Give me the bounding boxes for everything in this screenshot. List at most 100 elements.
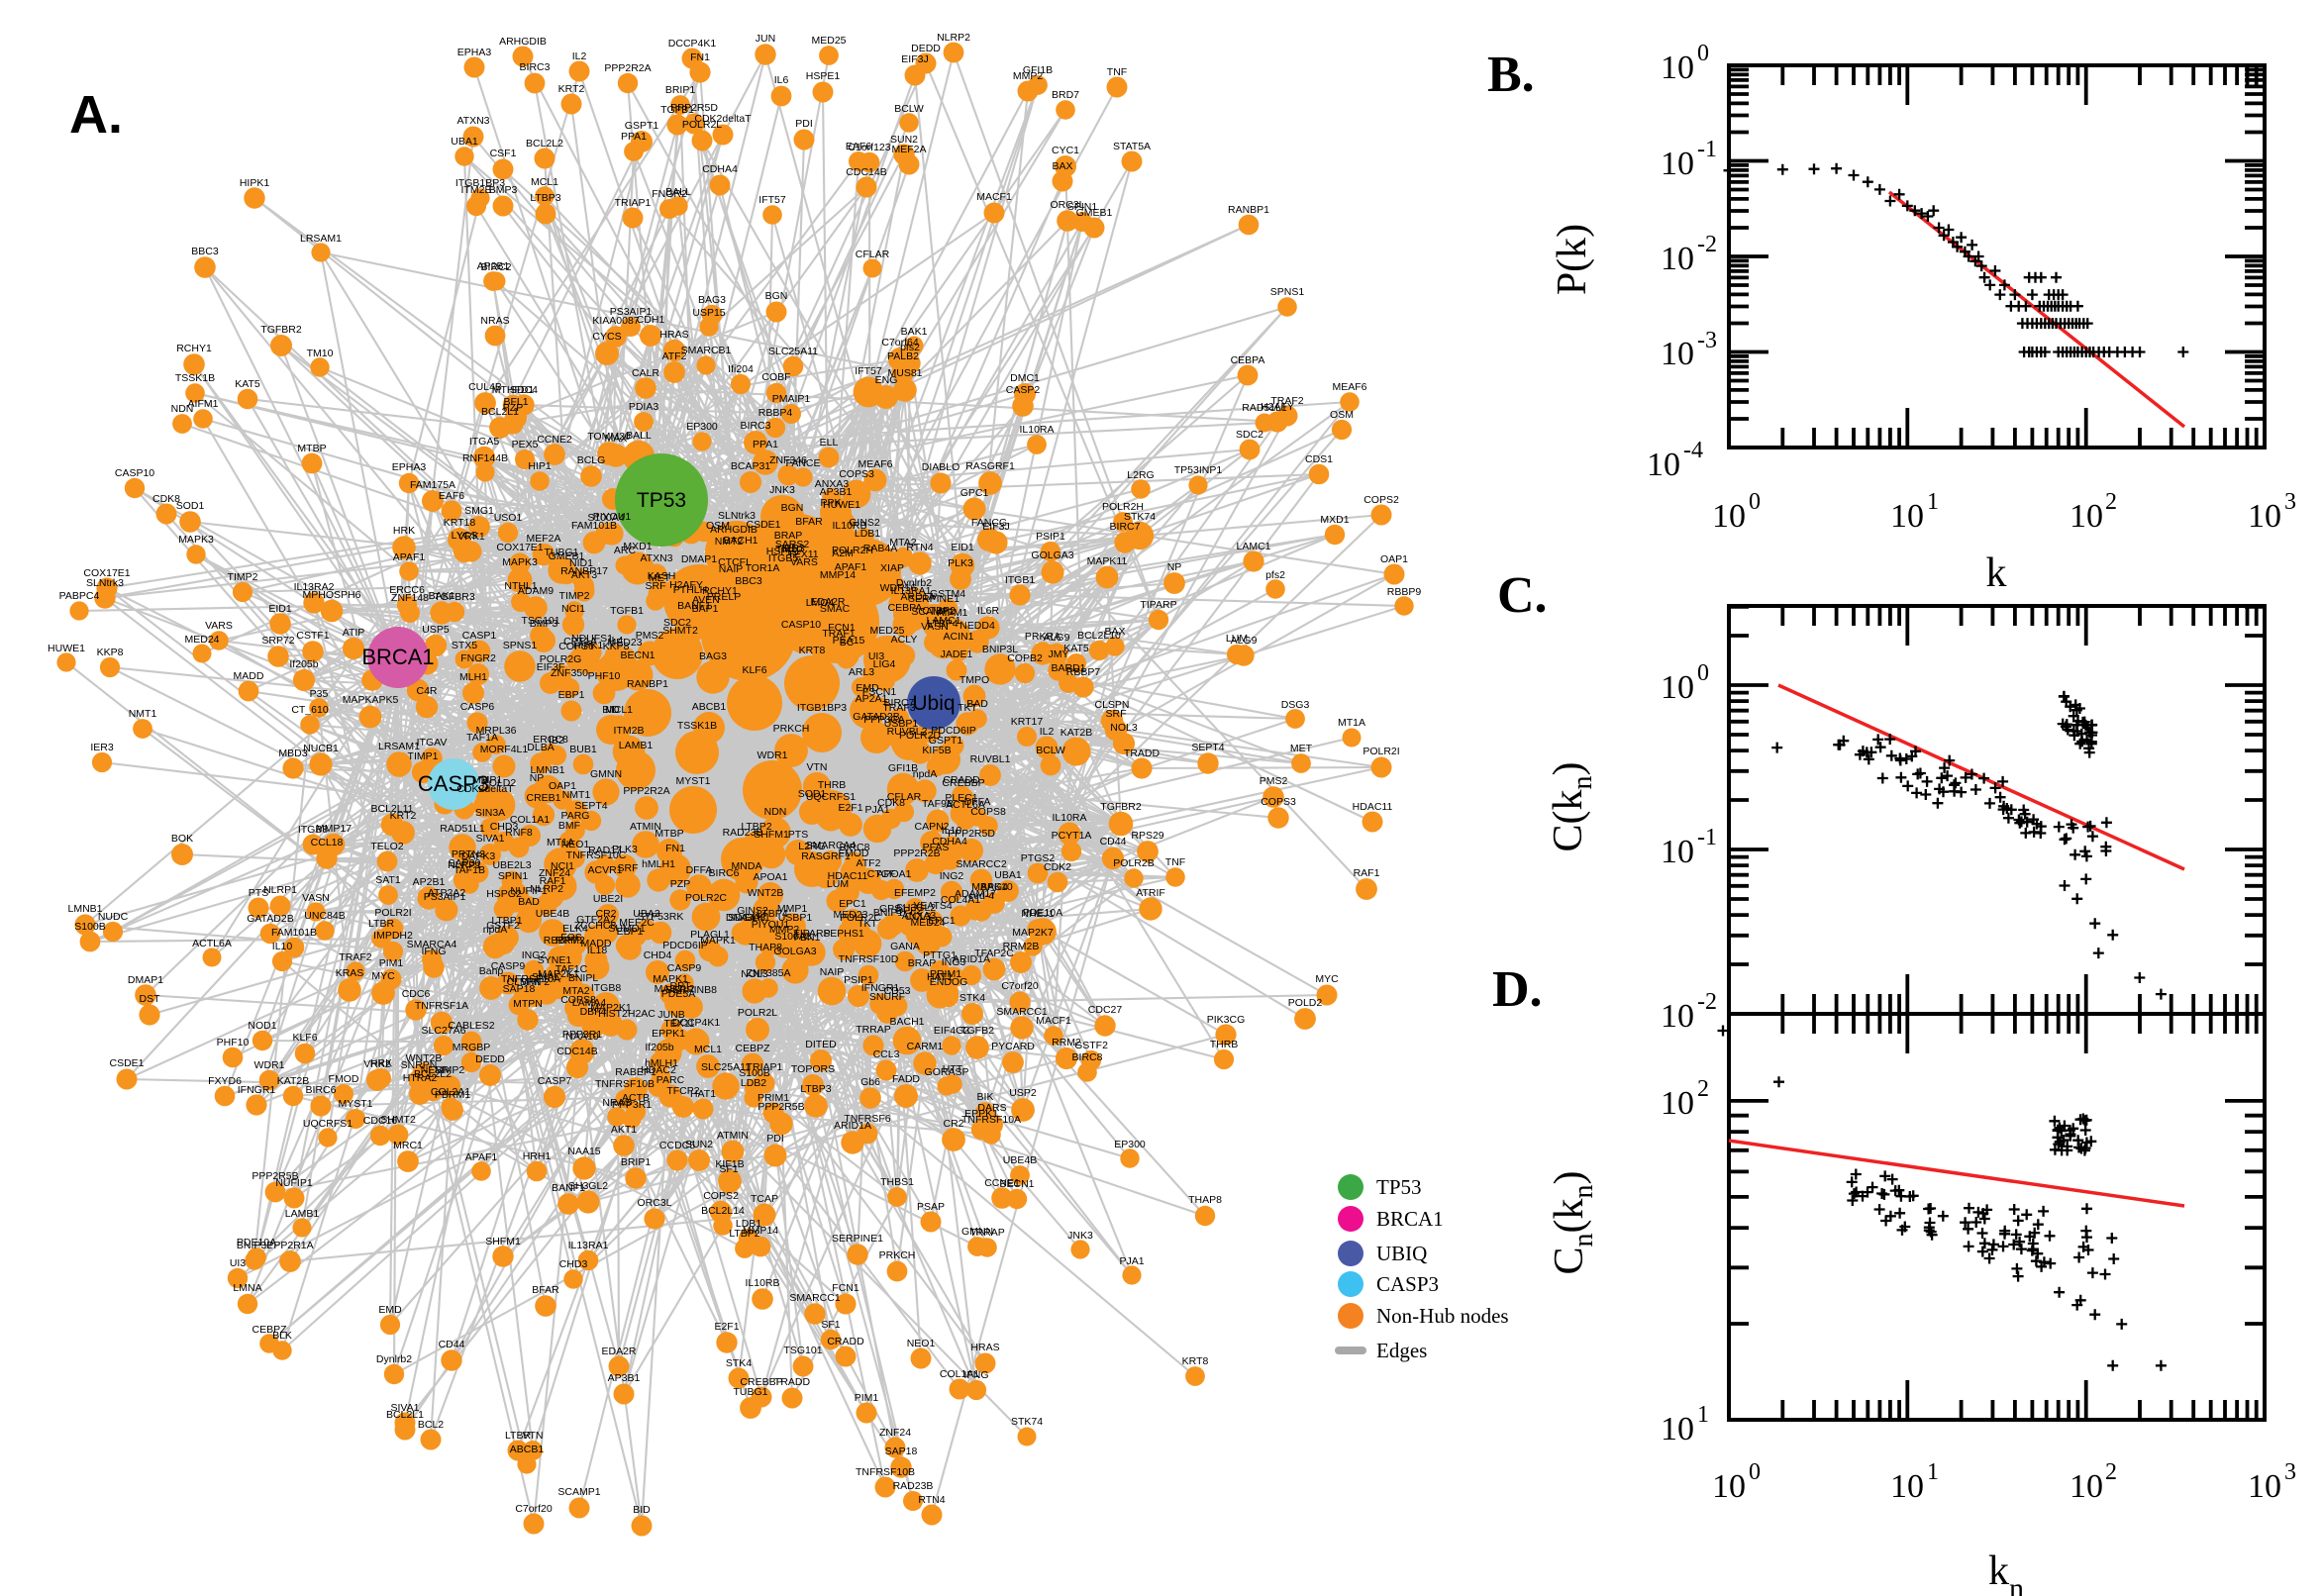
svg-text:FCN1: FCN1 [828,622,856,634]
svg-text:PRKCH: PRKCH [879,1249,916,1261]
svg-text:PDE10A: PDE10A [1023,907,1062,919]
svg-text:DITED: DITED [805,1039,837,1050]
svg-text:NDUFS1: NDUFS1 [571,633,613,645]
svg-text:BALL: BALL [626,430,652,442]
svg-text:NAA15: NAA15 [567,1146,600,1157]
svg-text:MAPK1: MAPK1 [653,973,688,985]
svg-text:NMT1: NMT1 [129,708,157,720]
svg-text:EIF4G2: EIF4G2 [934,1025,969,1037]
svg-text:ACIN1: ACIN1 [944,631,974,643]
svg-text:CDH1: CDH1 [637,314,665,326]
svg-text:XIAP: XIAP [880,562,904,574]
svg-text:BFAR: BFAR [532,1284,559,1296]
svg-text:MED23: MED23 [833,909,867,921]
svg-text:E2F1: E2F1 [838,802,862,814]
svg-text:RBBP9: RBBP9 [1387,586,1422,598]
svg-text:BLK: BLK [272,1330,292,1342]
svg-text:BGN: BGN [781,502,804,514]
svg-text:USP2: USP2 [1009,1087,1037,1099]
svg-text:C7orf20: C7orf20 [1001,980,1039,992]
svg-text:EID1: EID1 [268,603,292,615]
svg-text:C7orf64: C7orf64 [881,337,919,349]
svg-text:GORASP: GORASP [925,1066,969,1078]
svg-text:MXD1: MXD1 [1320,514,1349,526]
svg-text:MAP2K1: MAP2K1 [590,1002,632,1014]
svg-text:LTBP1: LTBP1 [491,915,522,927]
svg-text:TKT: TKT [858,918,877,930]
svg-text:TOPORS: TOPORS [791,1063,835,1075]
svg-text:RNF8: RNF8 [505,827,533,839]
svg-text:CLSPN: CLSPN [506,976,541,988]
svg-text:ATXN3: ATXN3 [640,552,672,564]
svg-text:10: 10 [1647,447,1680,483]
svg-text:KRT18: KRT18 [444,517,476,529]
svg-text:HAT1: HAT1 [690,1088,716,1100]
svg-text:ced-4: ced-4 [968,890,994,902]
svg-text:SMARCA4: SMARCA4 [407,939,457,950]
svg-text:EPPK1: EPPK1 [964,1108,998,1120]
svg-text:NEO1: NEO1 [561,839,590,850]
svg-text:BID: BID [633,1504,651,1516]
svg-text:TEX11: TEX11 [663,1018,694,1030]
svg-text:PMAIP1: PMAIP1 [772,393,811,405]
svg-text:STX5: STX5 [452,640,477,651]
svg-text:BAK1: BAK1 [901,326,928,338]
svg-text:RTN4: RTN4 [906,542,933,553]
svg-text:MEAF6: MEAF6 [858,458,892,470]
svg-text:TNFRSF10B: TNFRSF10B [595,1078,655,1090]
svg-text:ACTL6A: ACTL6A [946,799,985,811]
svg-text:FSCN1: FSCN1 [862,686,897,698]
svg-text:BIRC3: BIRC3 [520,61,551,73]
svg-text:0: 0 [1749,1459,1761,1485]
svg-text:CAPN2: CAPN2 [914,821,949,833]
svg-text:TSG101: TSG101 [783,1345,822,1356]
svg-text:PFAS: PFAS [923,842,950,853]
svg-text:PIM1: PIM1 [379,957,404,969]
svg-text:TGFBR2: TGFBR2 [260,324,302,336]
svg-text:SIVA1: SIVA1 [476,833,505,845]
svg-text:SEPHS1: SEPHS1 [823,928,864,940]
svg-text:MLH1: MLH1 [459,671,487,683]
svg-text:SOD1: SOD1 [798,788,827,800]
svg-text:ZNF24: ZNF24 [539,867,570,879]
svg-text:POLR2I: POLR2I [1363,746,1399,757]
svg-text:HRH1: HRH1 [523,1150,552,1162]
svg-text:LTBP3: LTBP3 [800,1083,831,1095]
svg-text:MMP2: MMP2 [1013,70,1043,82]
svg-text:NMT2: NMT2 [715,536,744,548]
svg-text:ENG: ENG [875,374,898,386]
svg-text:LTBP2: LTBP2 [741,821,771,833]
svg-text:MYC: MYC [1315,973,1339,985]
svg-text:VASN: VASN [921,621,949,633]
svg-text:MEF2A: MEF2A [891,144,926,155]
svg-text:CCDC5: CCDC5 [659,1140,695,1151]
svg-text:AIFM1: AIFM1 [188,398,219,410]
svg-text:PDI: PDI [795,118,813,130]
svg-text:AKT1: AKT1 [611,1124,637,1136]
svg-text:GPC1: GPC1 [960,487,989,499]
svg-text:ACTL6A: ACTL6A [192,938,232,949]
svg-text:HSPG2: HSPG2 [486,888,522,900]
svg-text:PLK3: PLK3 [612,844,638,855]
svg-text:POLR2C: POLR2C [840,912,881,924]
svg-text:RTN4: RTN4 [918,1494,945,1506]
svg-text:hMLH1: hMLH1 [642,858,675,870]
svg-text:TIPARP: TIPARP [1140,599,1176,611]
svg-text:EAF6: EAF6 [439,490,464,502]
svg-text:SHFM1: SHFM1 [485,1236,521,1247]
svg-text:BAG3: BAG3 [698,294,726,306]
svg-text:IL13RA1: IL13RA1 [891,585,932,597]
svg-text:L2RG: L2RG [798,841,825,852]
svg-text:SHMT2: SHMT2 [380,1114,416,1126]
svg-text:IL13RA1: IL13RA1 [568,1240,609,1251]
svg-text:RAD23B: RAD23B [893,1480,934,1492]
svg-text:CASP7: CASP7 [538,1075,572,1087]
svg-text:TP53: TP53 [637,489,686,512]
svg-text:MAPK1: MAPK1 [700,935,736,947]
svg-text:GMEB1: GMEB1 [1076,207,1113,219]
svg-text:ITGAV: ITGAV [417,737,448,748]
svg-text:LTBP4: LTBP4 [927,618,958,630]
svg-text:ATF2: ATF2 [662,350,687,362]
svg-text:IFNG: IFNG [421,946,446,957]
svg-text:VASN: VASN [302,892,330,904]
